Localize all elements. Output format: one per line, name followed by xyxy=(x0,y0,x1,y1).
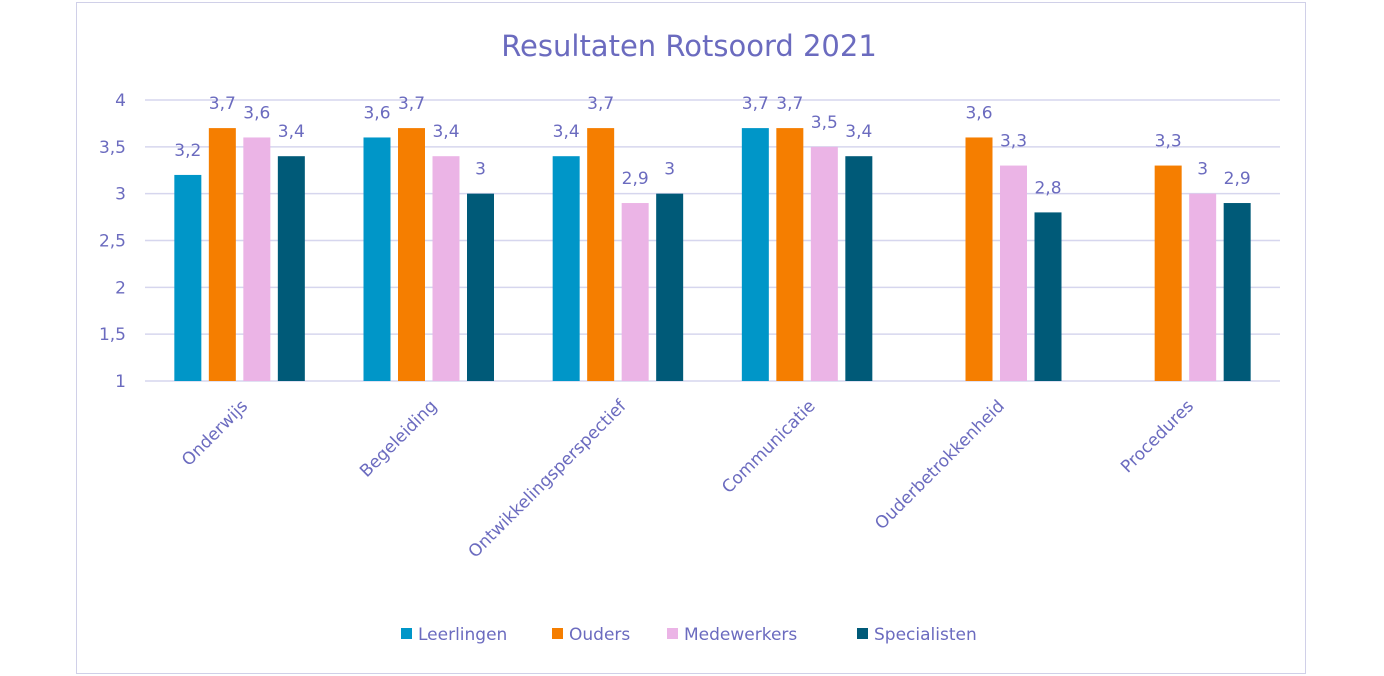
data-label: 3,7 xyxy=(587,94,614,114)
data-label: 3,6 xyxy=(243,103,270,123)
data-label: 3,7 xyxy=(209,94,236,114)
data-label: 3,6 xyxy=(965,103,992,123)
bar-medewerkers xyxy=(621,203,649,381)
bar-ouders xyxy=(1154,165,1182,381)
bar-medewerkers xyxy=(1000,165,1027,381)
legend-swatch-specialisten xyxy=(857,628,868,639)
bar-ouders xyxy=(398,128,425,381)
category-label: Ontwikkelingsperspectief xyxy=(465,396,631,562)
bar-ouders xyxy=(776,128,804,381)
y-tick-label: 2,5 xyxy=(99,232,126,252)
y-tick-label: 2 xyxy=(115,278,126,298)
y-axis-ticks: 1 1,5 2 2,5 3 3,5 4 xyxy=(99,91,126,392)
data-label: 3,7 xyxy=(776,94,803,114)
data-label: 3,3 xyxy=(1155,132,1182,152)
bar-specialisten xyxy=(1034,212,1062,381)
bar-medewerkers xyxy=(1189,193,1217,381)
category-label: Communicatie xyxy=(718,396,819,497)
data-label: 3,2 xyxy=(174,141,201,161)
data-label: 3,7 xyxy=(742,94,769,114)
legend-label-ouders: Ouders xyxy=(569,625,630,645)
data-label: 3 xyxy=(475,160,486,180)
data-label: 3 xyxy=(664,160,675,180)
bar-medewerkers xyxy=(810,146,838,381)
bar-ouders xyxy=(965,137,993,381)
bar-specialisten xyxy=(277,156,305,381)
legend-label-specialisten: Specialisten xyxy=(874,625,977,645)
category-labels: Onderwijs Begeleiding Ontwikkelingsperspec… xyxy=(178,396,1198,562)
bar-ouders xyxy=(208,128,236,381)
bars xyxy=(174,128,1251,381)
legend-label-leerlingen: Leerlingen xyxy=(418,625,507,645)
category-label: Begeleiding xyxy=(356,396,441,481)
bar-leerlingen xyxy=(174,174,202,381)
legend-label-medewerkers: Medewerkers xyxy=(684,625,797,645)
data-label: 3,4 xyxy=(553,122,580,142)
data-label: 3,6 xyxy=(363,103,390,123)
y-tick-label: 4 xyxy=(115,91,126,111)
data-labels: 3,2 3,7 3,6 3,4 3,6 3,7 3,4 3 3,4 3,7 2,9 3 3,7 3,7 3,… xyxy=(174,94,1250,198)
bar-medewerkers xyxy=(432,156,460,381)
legend-swatch-ouders xyxy=(552,628,563,639)
bar-medewerkers xyxy=(243,137,271,381)
category-label: Procedures xyxy=(1117,396,1198,477)
bar-specialisten xyxy=(845,156,873,381)
gridlines xyxy=(145,99,1280,382)
legend-swatch-medewerkers xyxy=(667,628,678,639)
bar-leerlingen xyxy=(741,128,769,381)
bar-specialisten xyxy=(656,193,684,381)
y-tick-label: 1 xyxy=(115,372,126,392)
category-label: Ouderbetrokkenheid xyxy=(871,396,1008,533)
data-label: 3,4 xyxy=(845,122,872,142)
data-label: 2,9 xyxy=(1224,169,1251,189)
data-label: 3 xyxy=(1197,160,1208,180)
data-label: 3,7 xyxy=(398,94,425,114)
data-label: 2,8 xyxy=(1034,178,1061,198)
data-label: 3,3 xyxy=(1000,132,1027,152)
category-label: Onderwijs xyxy=(178,396,252,470)
bar-specialisten xyxy=(467,193,494,381)
bar-ouders xyxy=(587,128,615,381)
bar-leerlingen xyxy=(363,137,391,381)
y-tick-label: 3,5 xyxy=(99,138,126,158)
data-label: 3,4 xyxy=(432,122,459,142)
bar-specialisten xyxy=(1223,203,1251,381)
chart-title: Resultaten Rotsoord 2021 xyxy=(501,29,877,63)
data-label: 3,5 xyxy=(811,113,838,133)
legend-swatch-leerlingen xyxy=(401,628,412,639)
y-tick-label: 3 xyxy=(115,185,126,205)
bar-leerlingen xyxy=(552,156,580,381)
legend: Leerlingen Ouders Medewerkers Specialisten xyxy=(401,625,977,645)
data-label: 3,4 xyxy=(278,122,305,142)
data-label: 2,9 xyxy=(622,169,649,189)
y-tick-label: 1,5 xyxy=(99,325,126,345)
